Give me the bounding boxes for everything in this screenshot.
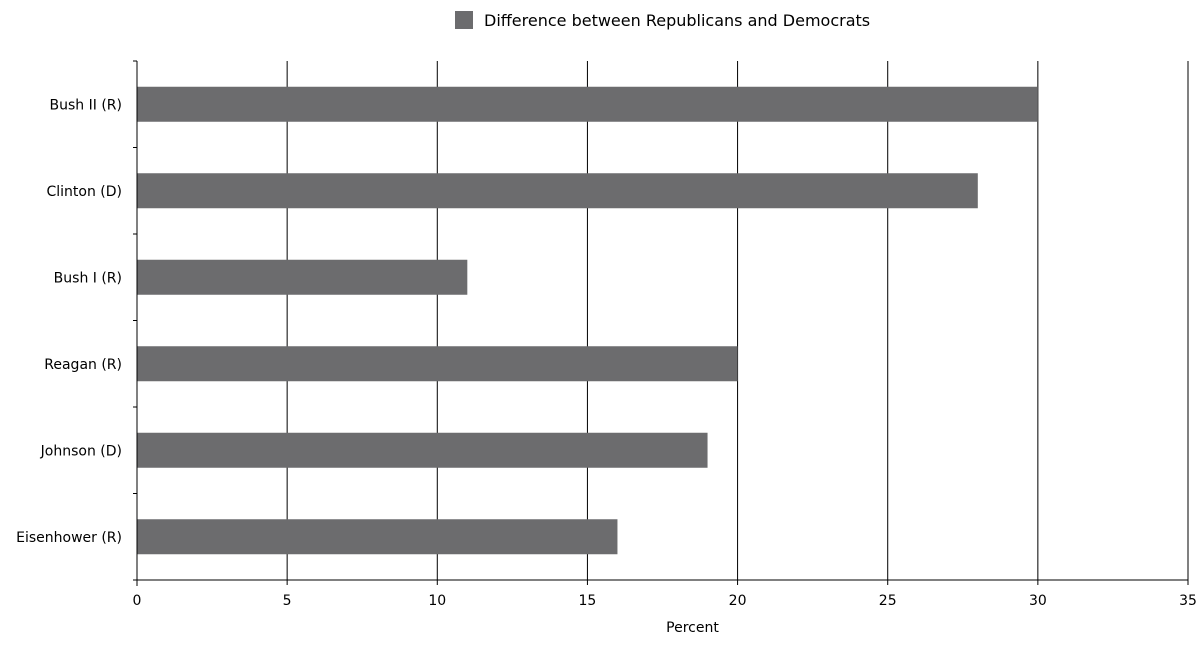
x-tick-label: 10 xyxy=(428,593,446,609)
bar xyxy=(137,259,468,295)
chart-legend: Difference between Republicans and Democ… xyxy=(455,10,870,30)
category-label: Clinton (D) xyxy=(46,184,122,200)
category-label: Reagan (R) xyxy=(44,357,122,373)
bar xyxy=(137,346,738,382)
bar xyxy=(137,86,1038,122)
x-tick-label: 0 xyxy=(133,593,142,609)
x-tick-label: 20 xyxy=(729,593,747,609)
category-label: Bush II (R) xyxy=(50,97,122,113)
x-tick-label: 5 xyxy=(283,593,292,609)
x-tick-label: 15 xyxy=(579,593,597,609)
category-label: Johnson (D) xyxy=(40,443,122,459)
bar xyxy=(137,519,618,555)
x-axis-title: Percent xyxy=(666,620,719,636)
category-label: Bush I (R) xyxy=(54,270,122,286)
x-tick-label: 30 xyxy=(1029,593,1047,609)
bar xyxy=(137,432,708,468)
category-label: Eisenhower (R) xyxy=(16,530,122,546)
bar xyxy=(137,173,978,209)
legend-swatch xyxy=(455,11,473,29)
x-tick-label: 25 xyxy=(879,593,897,609)
legend-label: Difference between Republicans and Democ… xyxy=(484,10,871,30)
x-tick-label: 35 xyxy=(1179,593,1197,609)
